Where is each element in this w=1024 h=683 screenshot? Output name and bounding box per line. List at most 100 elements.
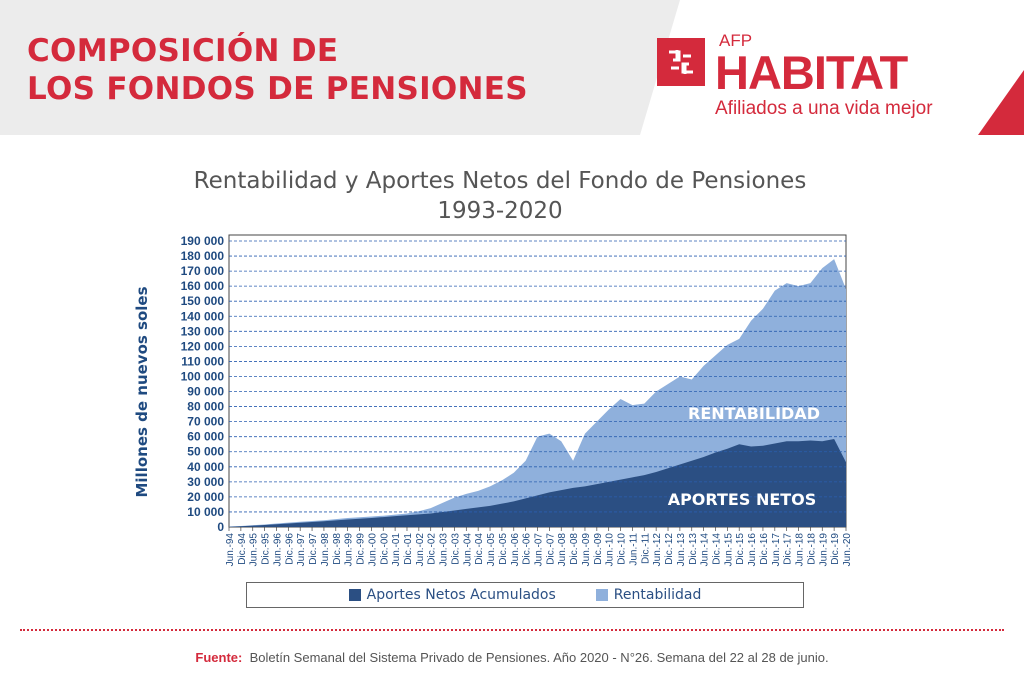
x-tick-label: Jun.-01 <box>391 533 402 567</box>
legend: Aportes Netos Acumulados Rentabilidad <box>246 582 804 608</box>
chart-title-block: Rentabilidad y Aportes Netos del Fondo d… <box>0 166 1000 226</box>
x-tick-label: Dic.-19 <box>830 533 841 565</box>
x-tick-label: Dic.-10 <box>617 533 628 565</box>
title-line-1: COMPOSICIÓN DE <box>27 33 339 69</box>
x-tick-label: Jun.-18 <box>795 533 806 567</box>
page-title: COMPOSICIÓN DE LOS FONDOS DE PENSIONES <box>27 32 528 108</box>
title-line-2: LOS FONDOS DE PENSIONES <box>27 71 528 107</box>
x-tick-label: Dic.-02 <box>427 533 438 565</box>
x-tick-label: Jun.-07 <box>534 533 545 567</box>
legend-item-rentabilidad: Rentabilidad <box>595 587 702 603</box>
legend-item-aportes: Aportes Netos Acumulados <box>348 587 556 603</box>
y-tick-label: 0 <box>217 520 224 534</box>
x-tick-label: Dic.-99 <box>356 533 367 565</box>
y-tick-label: 10 000 <box>187 505 224 519</box>
x-tick-label: Jun.-20 <box>842 533 853 567</box>
y-tick-label: 70 000 <box>187 415 224 429</box>
x-tick-label: Dic.-11 <box>640 533 651 564</box>
logo-name: HABITAT <box>715 46 908 99</box>
y-tick-label: 90 000 <box>187 385 224 399</box>
logo-tagline: Afiliados a una vida mejor <box>715 98 933 119</box>
x-tick-label: Jun.-09 <box>581 533 592 567</box>
x-tick-label: Dic.-16 <box>759 533 770 565</box>
legend-swatch <box>595 589 608 601</box>
y-tick-label: 60 000 <box>187 430 224 444</box>
logo-mark-icon <box>657 38 705 86</box>
x-tick-label: Dic.-05 <box>498 533 509 565</box>
x-tick-label: Jun.-16 <box>747 533 758 567</box>
red-triangle-decoration <box>978 70 1024 135</box>
y-tick-label: 170 000 <box>181 264 225 278</box>
series-rentabilidad-area <box>229 259 846 527</box>
y-tick-label: 50 000 <box>187 445 224 459</box>
area-label-aportes: APORTES NETOS <box>668 490 817 509</box>
source-label: Fuente: <box>195 650 243 665</box>
x-tick-label: Dic.-08 <box>569 533 580 565</box>
x-tick-label: Dic.-04 <box>474 533 485 565</box>
y-tick-label: 40 000 <box>187 460 224 474</box>
legend-label: Rentabilidad <box>613 587 702 603</box>
x-tick-label: Jun.-94 <box>225 533 236 567</box>
x-tick-label: Dic.-07 <box>545 533 556 565</box>
x-tick-label: Jun.-06 <box>510 533 521 567</box>
y-tick-label: 100 000 <box>181 369 225 383</box>
y-tick-label: 160 000 <box>181 279 225 293</box>
chart-title: Rentabilidad y Aportes Netos del Fondo d… <box>193 168 807 194</box>
x-tick-label: Dic.-17 <box>783 533 794 565</box>
x-tick-label: Jun.-14 <box>700 533 711 567</box>
x-tick-label: Dic.-12 <box>664 533 675 565</box>
x-tick-label: Dic.-98 <box>332 533 343 565</box>
y-tick-label: 80 000 <box>187 400 224 414</box>
x-tick-label: Dic.-03 <box>450 533 461 565</box>
x-tick-label: Jun.-00 <box>367 533 378 567</box>
x-tick-label: Dic.-09 <box>593 533 604 565</box>
x-tick-label: Dic.-96 <box>284 533 295 565</box>
x-tick-label: Jun.-02 <box>415 533 426 567</box>
y-tick-label: 20 000 <box>187 490 224 504</box>
x-tick-label: Jun.-12 <box>652 533 663 567</box>
header-band <box>0 0 1024 135</box>
legend-swatch <box>348 589 361 601</box>
x-tick-label: Dic.-97 <box>308 533 319 565</box>
x-tick-label: Jun.-15 <box>723 533 734 567</box>
x-tick-label: Jun.-98 <box>320 533 331 567</box>
x-tick-label: Jun.-03 <box>439 533 450 567</box>
x-tick-label: Jun.-17 <box>771 533 782 567</box>
x-tick-label: Dic.-01 <box>403 533 414 565</box>
x-tick-label: Dic.-14 <box>711 533 722 565</box>
y-tick-label: 180 000 <box>181 249 225 263</box>
source-text: Boletín Semanal del Sistema Privado de P… <box>249 650 829 665</box>
logo-prefix: AFP <box>719 31 753 50</box>
series-aportes-area <box>229 438 846 527</box>
x-tick-label: Dic.-00 <box>379 533 390 565</box>
x-tick-label: Jun.-19 <box>818 533 829 567</box>
x-tick-label: Jun.-96 <box>272 533 283 567</box>
legend-label: Aportes Netos Acumulados <box>366 587 556 603</box>
x-tick-label: Jun.-13 <box>676 533 687 567</box>
x-tick-label: Jun.-95 <box>249 533 260 567</box>
x-tick-label: Jun.-99 <box>344 533 355 567</box>
x-tick-label: Dic.-13 <box>688 533 699 565</box>
x-tick-label: Dic.-18 <box>806 533 817 565</box>
x-tick-label: Jun.-11 <box>628 533 639 566</box>
x-tick-label: Jun.-05 <box>486 533 497 567</box>
x-tick-label: Jun.-97 <box>296 533 307 567</box>
y-tick-label: 190 000 <box>181 234 225 248</box>
x-tick-label: Dic.-06 <box>522 533 533 565</box>
y-tick-label: 140 000 <box>181 309 225 323</box>
y-axis-label: Millones de nuevos soles <box>133 286 151 497</box>
divider <box>20 629 1004 631</box>
source-footer: Fuente: Boletín Semanal del Sistema Priv… <box>0 650 1024 665</box>
y-tick-label: 130 000 <box>181 324 225 338</box>
x-tick-label: Dic.-15 <box>735 533 746 565</box>
y-tick-label: 120 000 <box>181 339 225 353</box>
y-tick-label: 110 000 <box>181 354 224 368</box>
x-tick-label: Jun.-08 <box>557 533 568 567</box>
x-tick-label: Jun.-04 <box>462 533 473 567</box>
x-tick-label: Dic.-95 <box>261 533 272 565</box>
chart-subtitle: 1993-2020 <box>437 198 563 224</box>
x-tick-label: Dic.-94 <box>237 533 248 565</box>
y-tick-label: 30 000 <box>187 475 224 489</box>
x-tick-label: Jun.-10 <box>605 533 616 567</box>
